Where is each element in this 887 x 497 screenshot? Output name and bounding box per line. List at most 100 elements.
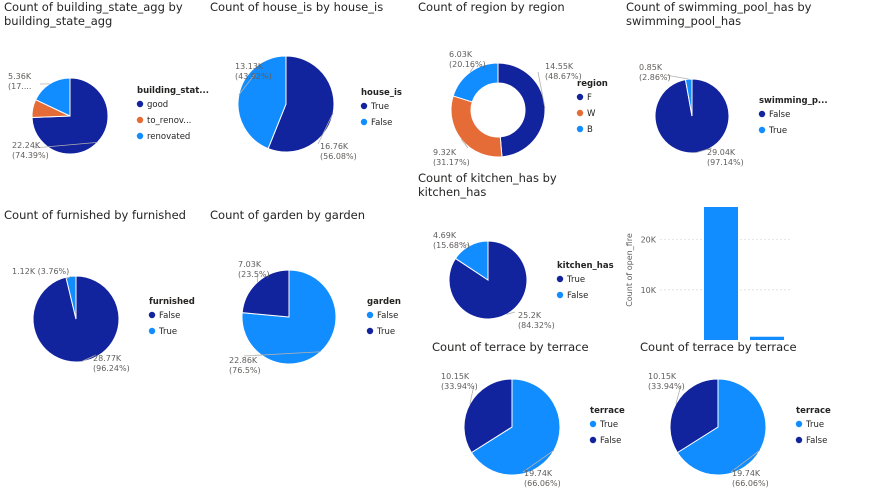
legend-title: building_stat...: [137, 86, 209, 96]
furnished-pie-visual[interactable]: Count of furnished by furnished: [0, 206, 210, 386]
data-label-value: 10.15K: [441, 372, 470, 381]
legend-item-w[interactable]: W: [587, 109, 596, 119]
pie-slice-f[interactable]: [497, 62, 546, 158]
pie-slice-renovated[interactable]: [35, 77, 71, 117]
bar-0[interactable]: [704, 207, 738, 340]
legend-item-f[interactable]: F: [587, 93, 592, 103]
chart-title: Count of region by region: [418, 0, 565, 14]
chart-title: Count of swimming_pool_has by swimming_p…: [626, 0, 812, 28]
legend-marker: [360, 102, 368, 110]
legend-title: kitchen_has: [557, 261, 614, 271]
legend-marker: [148, 327, 156, 335]
legend-marker: [576, 109, 584, 117]
leader-line: [695, 147, 713, 154]
data-label-value: 22.86K: [229, 356, 258, 365]
data-label-percent: (20.16%): [449, 60, 486, 69]
chart-title: Count of garden by garden: [210, 208, 366, 222]
pie-slice-true[interactable]: [65, 275, 77, 320]
chart-title: Count of terrace by terrace: [432, 340, 589, 354]
legend-item-false[interactable]: False: [769, 110, 790, 120]
bar-1[interactable]: [750, 336, 784, 340]
leader-line: [461, 139, 469, 149]
data-label-percent: (33.94%): [441, 382, 478, 391]
region-donut-visual[interactable]: Count of region by region: [416, 0, 621, 170]
legend-item-false[interactable]: False: [806, 436, 827, 446]
leader-line: [665, 74, 689, 80]
legend-title: region: [577, 79, 608, 89]
data-label-percent: (15.68%): [433, 241, 470, 250]
legend-item-true[interactable]: True: [566, 275, 585, 285]
legend-marker: [556, 275, 564, 283]
terrace-pie-visual-2[interactable]: Count of terrace by terrace: [624, 336, 887, 497]
kitchen-has-pie-visual[interactable]: Count of kitchen_has by kitchen_has: [416, 170, 621, 335]
leader-line: [256, 273, 259, 283]
leader-line: [469, 384, 475, 404]
data-label-percent: (66.06%): [732, 479, 769, 488]
legend-marker: [589, 436, 597, 444]
data-label-percent: (48.67%): [545, 72, 582, 81]
garden-pie-visual[interactable]: Count of garden by garden: [208, 206, 413, 386]
house-is-pie-visual[interactable]: Count of house_is by house_is: [208, 0, 408, 190]
swimming-pool-pie-visual[interactable]: Count of swimming_pool_has by swimming_p…: [624, 0, 887, 190]
leader-line: [33, 141, 98, 149]
chart-title: Count of terrace by terrace: [640, 340, 797, 354]
y-tick-label: 10K: [641, 286, 657, 295]
legend-item-true[interactable]: True: [768, 126, 787, 136]
legend-item-false[interactable]: False: [159, 311, 180, 321]
data-label-value: 16.76K: [320, 142, 349, 151]
garden-pie[interactable]: 22.86K(76.5%) 7.03K(23.5%) garden False True: [0, 0, 420, 400]
legend-item-true[interactable]: True: [599, 420, 618, 430]
leader-line: [675, 384, 682, 404]
legend-item-renovated[interactable]: renovated: [147, 132, 190, 142]
building-state-pie-visual[interactable]: Count of building_state_agg by building_…: [0, 0, 210, 190]
legend-title: swimming_p...: [759, 96, 828, 106]
data-label-percent: (33.94%): [648, 382, 685, 391]
legend-item-b[interactable]: B: [587, 125, 593, 135]
legend-marker: [148, 311, 156, 319]
data-label-value: 19.74K: [524, 469, 553, 478]
legend-item-true[interactable]: True: [370, 102, 389, 112]
legend-item-true[interactable]: True: [158, 327, 177, 337]
terrace-pie-1[interactable]: 19.74K(66.06%) 10.15K(33.94%) terrace True F…: [0, 0, 640, 497]
legend-title: furnished: [149, 297, 195, 307]
open-fire-bar-chart[interactable]: 10K 20K Count of open_fire: [0, 0, 887, 400]
legend-item-true[interactable]: True: [376, 327, 395, 337]
data-label-percent: (31.17%): [433, 158, 470, 167]
data-label-value: 13.13K: [235, 62, 264, 71]
leader-line: [522, 449, 555, 473]
pie-slice-true[interactable]: [241, 269, 290, 318]
pie-slice-b[interactable]: [452, 62, 499, 103]
data-label-value: 7.03K: [238, 260, 262, 269]
swimming-pool-pie[interactable]: 29.04K(97.14%) 0.85K(2.86%) swimming_p... F…: [0, 0, 887, 200]
chart-title: Count of house_is by house_is: [210, 0, 384, 14]
legend-item-false[interactable]: False: [371, 118, 392, 128]
data-label-value: 29.04K: [707, 148, 736, 157]
legend-item-true[interactable]: True: [805, 420, 824, 430]
data-label-percent: (66.06%): [524, 479, 561, 488]
leader-line: [317, 112, 334, 145]
legend-marker: [360, 118, 368, 126]
data-label-percent: (76.5%): [229, 366, 261, 375]
legend-item-false[interactable]: False: [377, 311, 398, 321]
legend-marker: [136, 100, 144, 108]
legend-title: garden: [367, 297, 401, 307]
kitchen-has-pie[interactable]: 25.2K(84.32%) 4.69K(15.68%) kitchen_has Tru…: [0, 0, 640, 400]
legend-item-false[interactable]: False: [567, 291, 588, 301]
house-is-pie[interactable]: 16.76K(56.08%) 13.13K(43.92%) house_is True…: [0, 0, 420, 200]
region-donut[interactable]: 14.55K(48.67%) 9.32K(31.17%) 6.03K(20.16%)…: [0, 0, 640, 200]
data-label-percent: (43.92%): [235, 72, 272, 81]
legend-item-to-renovate[interactable]: to_renov...: [147, 116, 191, 126]
legend-title: terrace: [590, 406, 625, 416]
terrace-pie-visual-1[interactable]: Count of terrace by terrace: [416, 336, 621, 497]
building-state-pie[interactable]: 22.24K(74.39%) 5.36K(17.... building_stat.…: [0, 0, 210, 190]
furnished-pie[interactable]: 28.77K(96.24%) 1.12K (3.76%) furnished Fals…: [0, 0, 260, 400]
data-label-percent: (74.39%): [12, 151, 49, 160]
leader-line: [469, 65, 475, 73]
legend-item-good[interactable]: good: [147, 100, 168, 110]
data-label-percent: (2.86%): [639, 73, 671, 82]
legend-item-false[interactable]: False: [600, 436, 621, 446]
legend-marker: [795, 436, 803, 444]
pie-slice-true[interactable]: [684, 78, 693, 117]
legend-marker: [366, 311, 374, 319]
